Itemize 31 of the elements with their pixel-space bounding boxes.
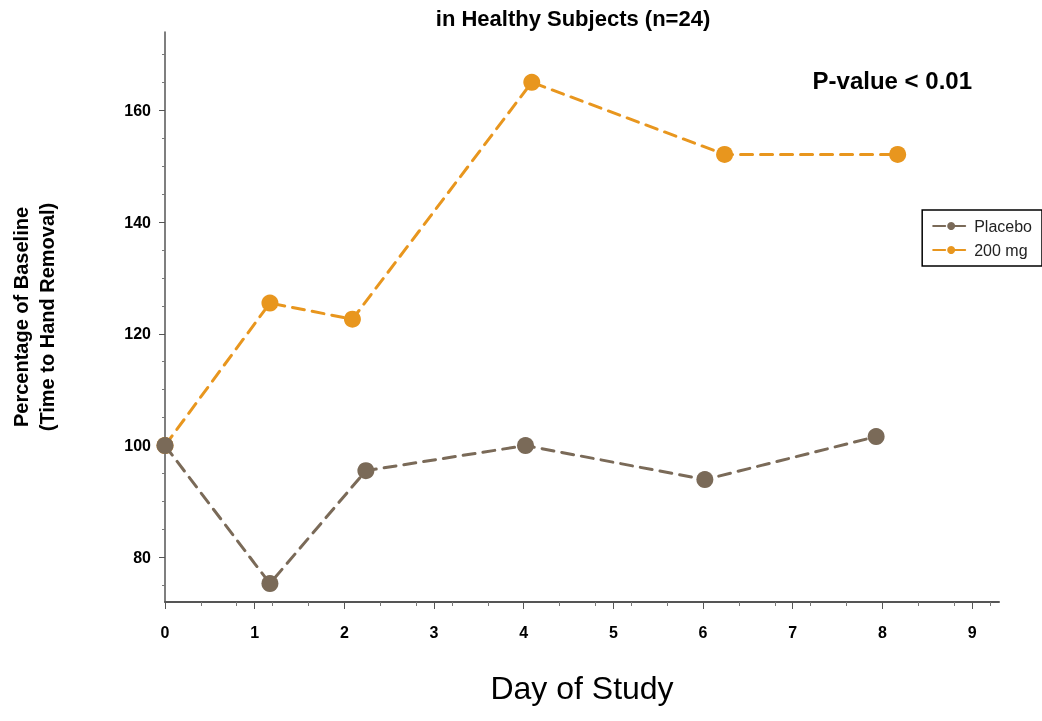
chart-title: in Healthy Subjects (n=24) [435,5,711,31]
y-tick-label: 160 [124,101,152,119]
y-tick-label: 120 [124,325,152,343]
x-tick-label: 4 [519,623,529,641]
y-axis-title: Percentage of Baseline (Time to Hand Removal) [10,202,58,432]
y-tick-label: 100 [124,437,152,455]
point [696,471,714,489]
x-tick-label: 8 [877,623,887,641]
x-tick-label: 5 [608,623,618,641]
point [523,73,541,91]
x-tick-label: 0 [160,623,170,641]
point [867,428,885,446]
legend-label: Placebo [974,217,1033,235]
x-tick-label: 6 [698,623,708,641]
x-tick-label: 2 [339,623,349,641]
annotation: P-value < 0.01 [812,66,972,94]
legend-label: 200 mg [974,241,1028,259]
x-tick-label: 9 [967,623,977,641]
x-axis-title: Day of Study [490,670,674,706]
point [357,462,375,480]
point [517,437,534,455]
y-tick-label: 140 [124,213,152,231]
point [261,294,279,312]
x-tick-label: 1 [250,623,260,641]
point [261,575,279,593]
x-tick-label: 3 [429,623,439,641]
point [343,310,361,328]
x-tick-label: 7 [788,623,798,641]
point [716,145,734,163]
y-tick-label: 80 [133,548,152,566]
point [889,145,907,163]
